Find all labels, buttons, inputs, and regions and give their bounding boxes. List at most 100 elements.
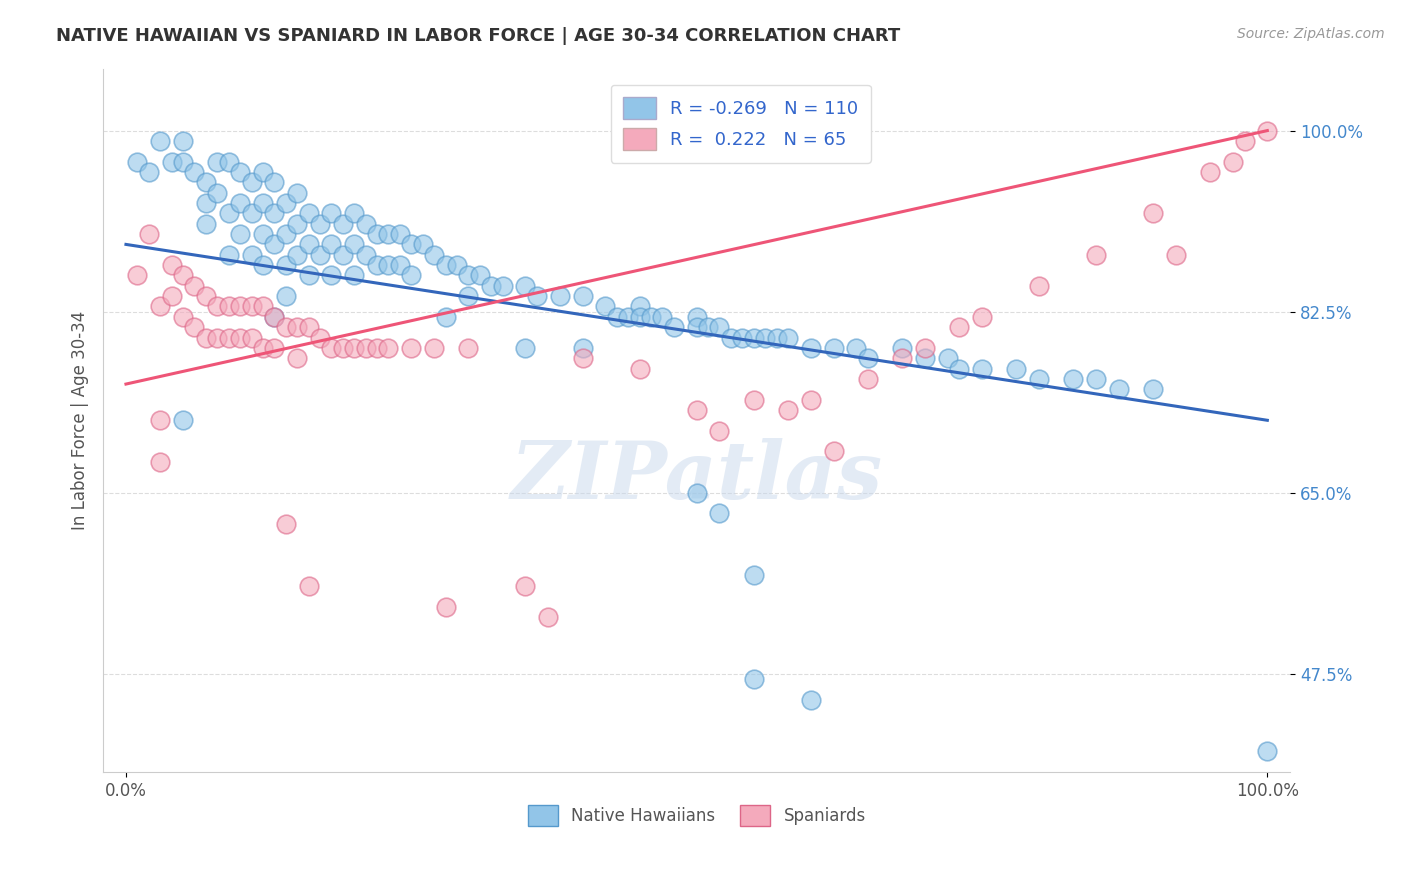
- Point: [343, 206, 366, 220]
- Point: [309, 217, 332, 231]
- Point: [172, 134, 194, 148]
- Point: [423, 341, 446, 355]
- Point: [263, 341, 285, 355]
- Point: [515, 278, 537, 293]
- Point: [457, 268, 479, 283]
- Point: [377, 227, 399, 241]
- Point: [183, 278, 205, 293]
- Point: [800, 341, 823, 355]
- Point: [401, 341, 423, 355]
- Point: [617, 310, 640, 324]
- Point: [720, 330, 742, 344]
- Point: [321, 268, 343, 283]
- Point: [685, 320, 707, 334]
- Point: [343, 341, 366, 355]
- Point: [412, 237, 434, 252]
- Point: [1142, 382, 1164, 396]
- Text: Source: ZipAtlas.com: Source: ZipAtlas.com: [1237, 27, 1385, 41]
- Point: [606, 310, 628, 324]
- Point: [388, 227, 411, 241]
- Point: [285, 248, 308, 262]
- Point: [479, 278, 502, 293]
- Point: [366, 341, 388, 355]
- Point: [709, 507, 731, 521]
- Point: [285, 217, 308, 231]
- Point: [1028, 372, 1050, 386]
- Point: [548, 289, 571, 303]
- Point: [240, 300, 263, 314]
- Point: [1005, 361, 1028, 376]
- Point: [366, 227, 388, 241]
- Point: [1142, 206, 1164, 220]
- Point: [697, 320, 720, 334]
- Point: [172, 310, 194, 324]
- Point: [172, 268, 194, 283]
- Point: [571, 289, 593, 303]
- Point: [640, 310, 662, 324]
- Point: [709, 424, 731, 438]
- Point: [240, 175, 263, 189]
- Point: [377, 341, 399, 355]
- Point: [285, 351, 308, 366]
- Point: [263, 310, 285, 324]
- Text: NATIVE HAWAIIAN VS SPANIARD IN LABOR FORCE | AGE 30-34 CORRELATION CHART: NATIVE HAWAIIAN VS SPANIARD IN LABOR FOR…: [56, 27, 900, 45]
- Point: [515, 341, 537, 355]
- Point: [183, 165, 205, 179]
- Point: [252, 300, 274, 314]
- Point: [651, 310, 673, 324]
- Point: [229, 330, 252, 344]
- Point: [138, 227, 160, 241]
- Point: [354, 217, 377, 231]
- Point: [491, 278, 513, 293]
- Point: [138, 165, 160, 179]
- Point: [526, 289, 548, 303]
- Point: [537, 610, 560, 624]
- Point: [149, 455, 172, 469]
- Point: [970, 361, 993, 376]
- Point: [685, 403, 707, 417]
- Point: [354, 341, 377, 355]
- Point: [321, 341, 343, 355]
- Point: [332, 248, 354, 262]
- Point: [823, 341, 845, 355]
- Point: [172, 154, 194, 169]
- Point: [423, 248, 446, 262]
- Point: [595, 300, 617, 314]
- Point: [263, 237, 285, 252]
- Point: [149, 413, 172, 427]
- Point: [434, 599, 457, 614]
- Point: [263, 206, 285, 220]
- Point: [297, 320, 319, 334]
- Point: [970, 310, 993, 324]
- Point: [194, 330, 217, 344]
- Point: [571, 351, 593, 366]
- Point: [321, 237, 343, 252]
- Point: [263, 175, 285, 189]
- Point: [914, 351, 936, 366]
- Point: [252, 196, 274, 211]
- Point: [1256, 744, 1278, 758]
- Point: [936, 351, 959, 366]
- Point: [948, 320, 970, 334]
- Point: [685, 485, 707, 500]
- Point: [434, 258, 457, 272]
- Point: [1233, 134, 1256, 148]
- Point: [218, 300, 240, 314]
- Point: [274, 320, 297, 334]
- Point: [446, 258, 468, 272]
- Point: [457, 341, 479, 355]
- Point: [1085, 248, 1108, 262]
- Point: [628, 361, 651, 376]
- Point: [343, 237, 366, 252]
- Point: [160, 258, 183, 272]
- Point: [891, 351, 914, 366]
- Point: [207, 330, 229, 344]
- Point: [401, 237, 423, 252]
- Point: [274, 227, 297, 241]
- Point: [332, 341, 354, 355]
- Point: [800, 392, 823, 407]
- Point: [218, 206, 240, 220]
- Point: [914, 341, 936, 355]
- Point: [240, 206, 263, 220]
- Point: [274, 289, 297, 303]
